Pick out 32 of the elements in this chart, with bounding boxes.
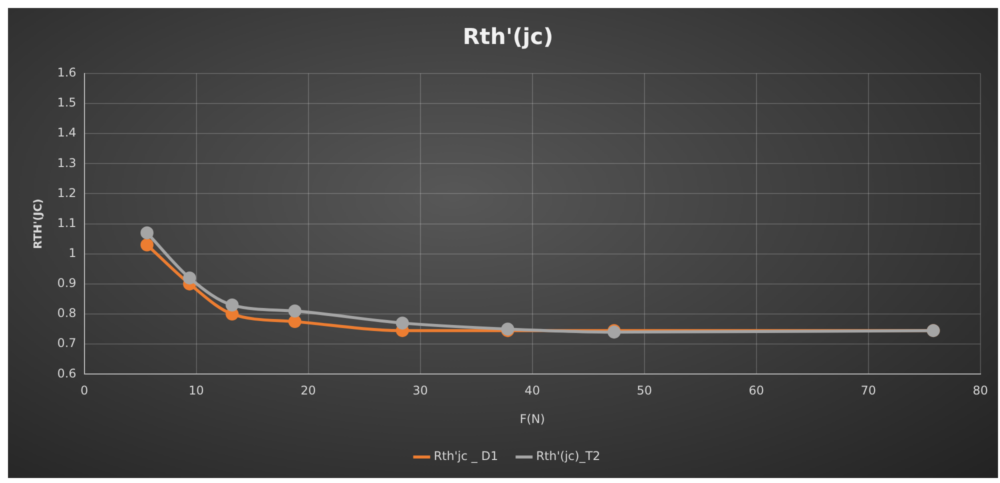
x-tick-label: 30 bbox=[412, 384, 428, 398]
y-tick-label: 0.9 bbox=[57, 276, 76, 290]
chart-title: Rth'(jc) bbox=[462, 24, 554, 50]
x-tick-label: 0 bbox=[80, 384, 88, 398]
point bbox=[140, 226, 154, 240]
x-tick-label: 20 bbox=[300, 384, 316, 398]
point bbox=[288, 304, 302, 318]
y-tick-label: 1.1 bbox=[57, 216, 76, 230]
point bbox=[183, 271, 196, 284]
y-tick-label: 1.5 bbox=[57, 96, 76, 110]
x-tick-label: 70 bbox=[860, 384, 876, 398]
legend-label: Rth'(jc)_T2 bbox=[536, 449, 600, 464]
y-tick-label: 1 bbox=[68, 246, 76, 260]
legend-label: Rth'jc _ D1 bbox=[434, 449, 498, 464]
y-tick-label: 1.4 bbox=[57, 126, 76, 140]
x-tick-label: 10 bbox=[188, 384, 204, 398]
x-tick-label: 60 bbox=[748, 384, 764, 398]
y-axis-title: RTH'(JC) bbox=[31, 198, 44, 249]
point bbox=[226, 298, 239, 312]
y-tick-label: 1.3 bbox=[57, 156, 76, 170]
x-axis-title: F(N) bbox=[520, 412, 545, 426]
x-tick-label: 80 bbox=[972, 384, 988, 398]
y-tick-label: 1.2 bbox=[57, 186, 76, 200]
y-tick-label: 1.6 bbox=[57, 66, 76, 80]
x-tick-label: 50 bbox=[636, 384, 652, 398]
x-tick-label: 40 bbox=[524, 384, 540, 398]
y-tick-label: 0.7 bbox=[57, 336, 76, 350]
y-tick-label: 0.6 bbox=[57, 366, 76, 380]
point bbox=[140, 238, 154, 252]
point bbox=[396, 316, 409, 330]
y-tick-label: 0.8 bbox=[57, 306, 76, 320]
point bbox=[288, 315, 302, 328]
